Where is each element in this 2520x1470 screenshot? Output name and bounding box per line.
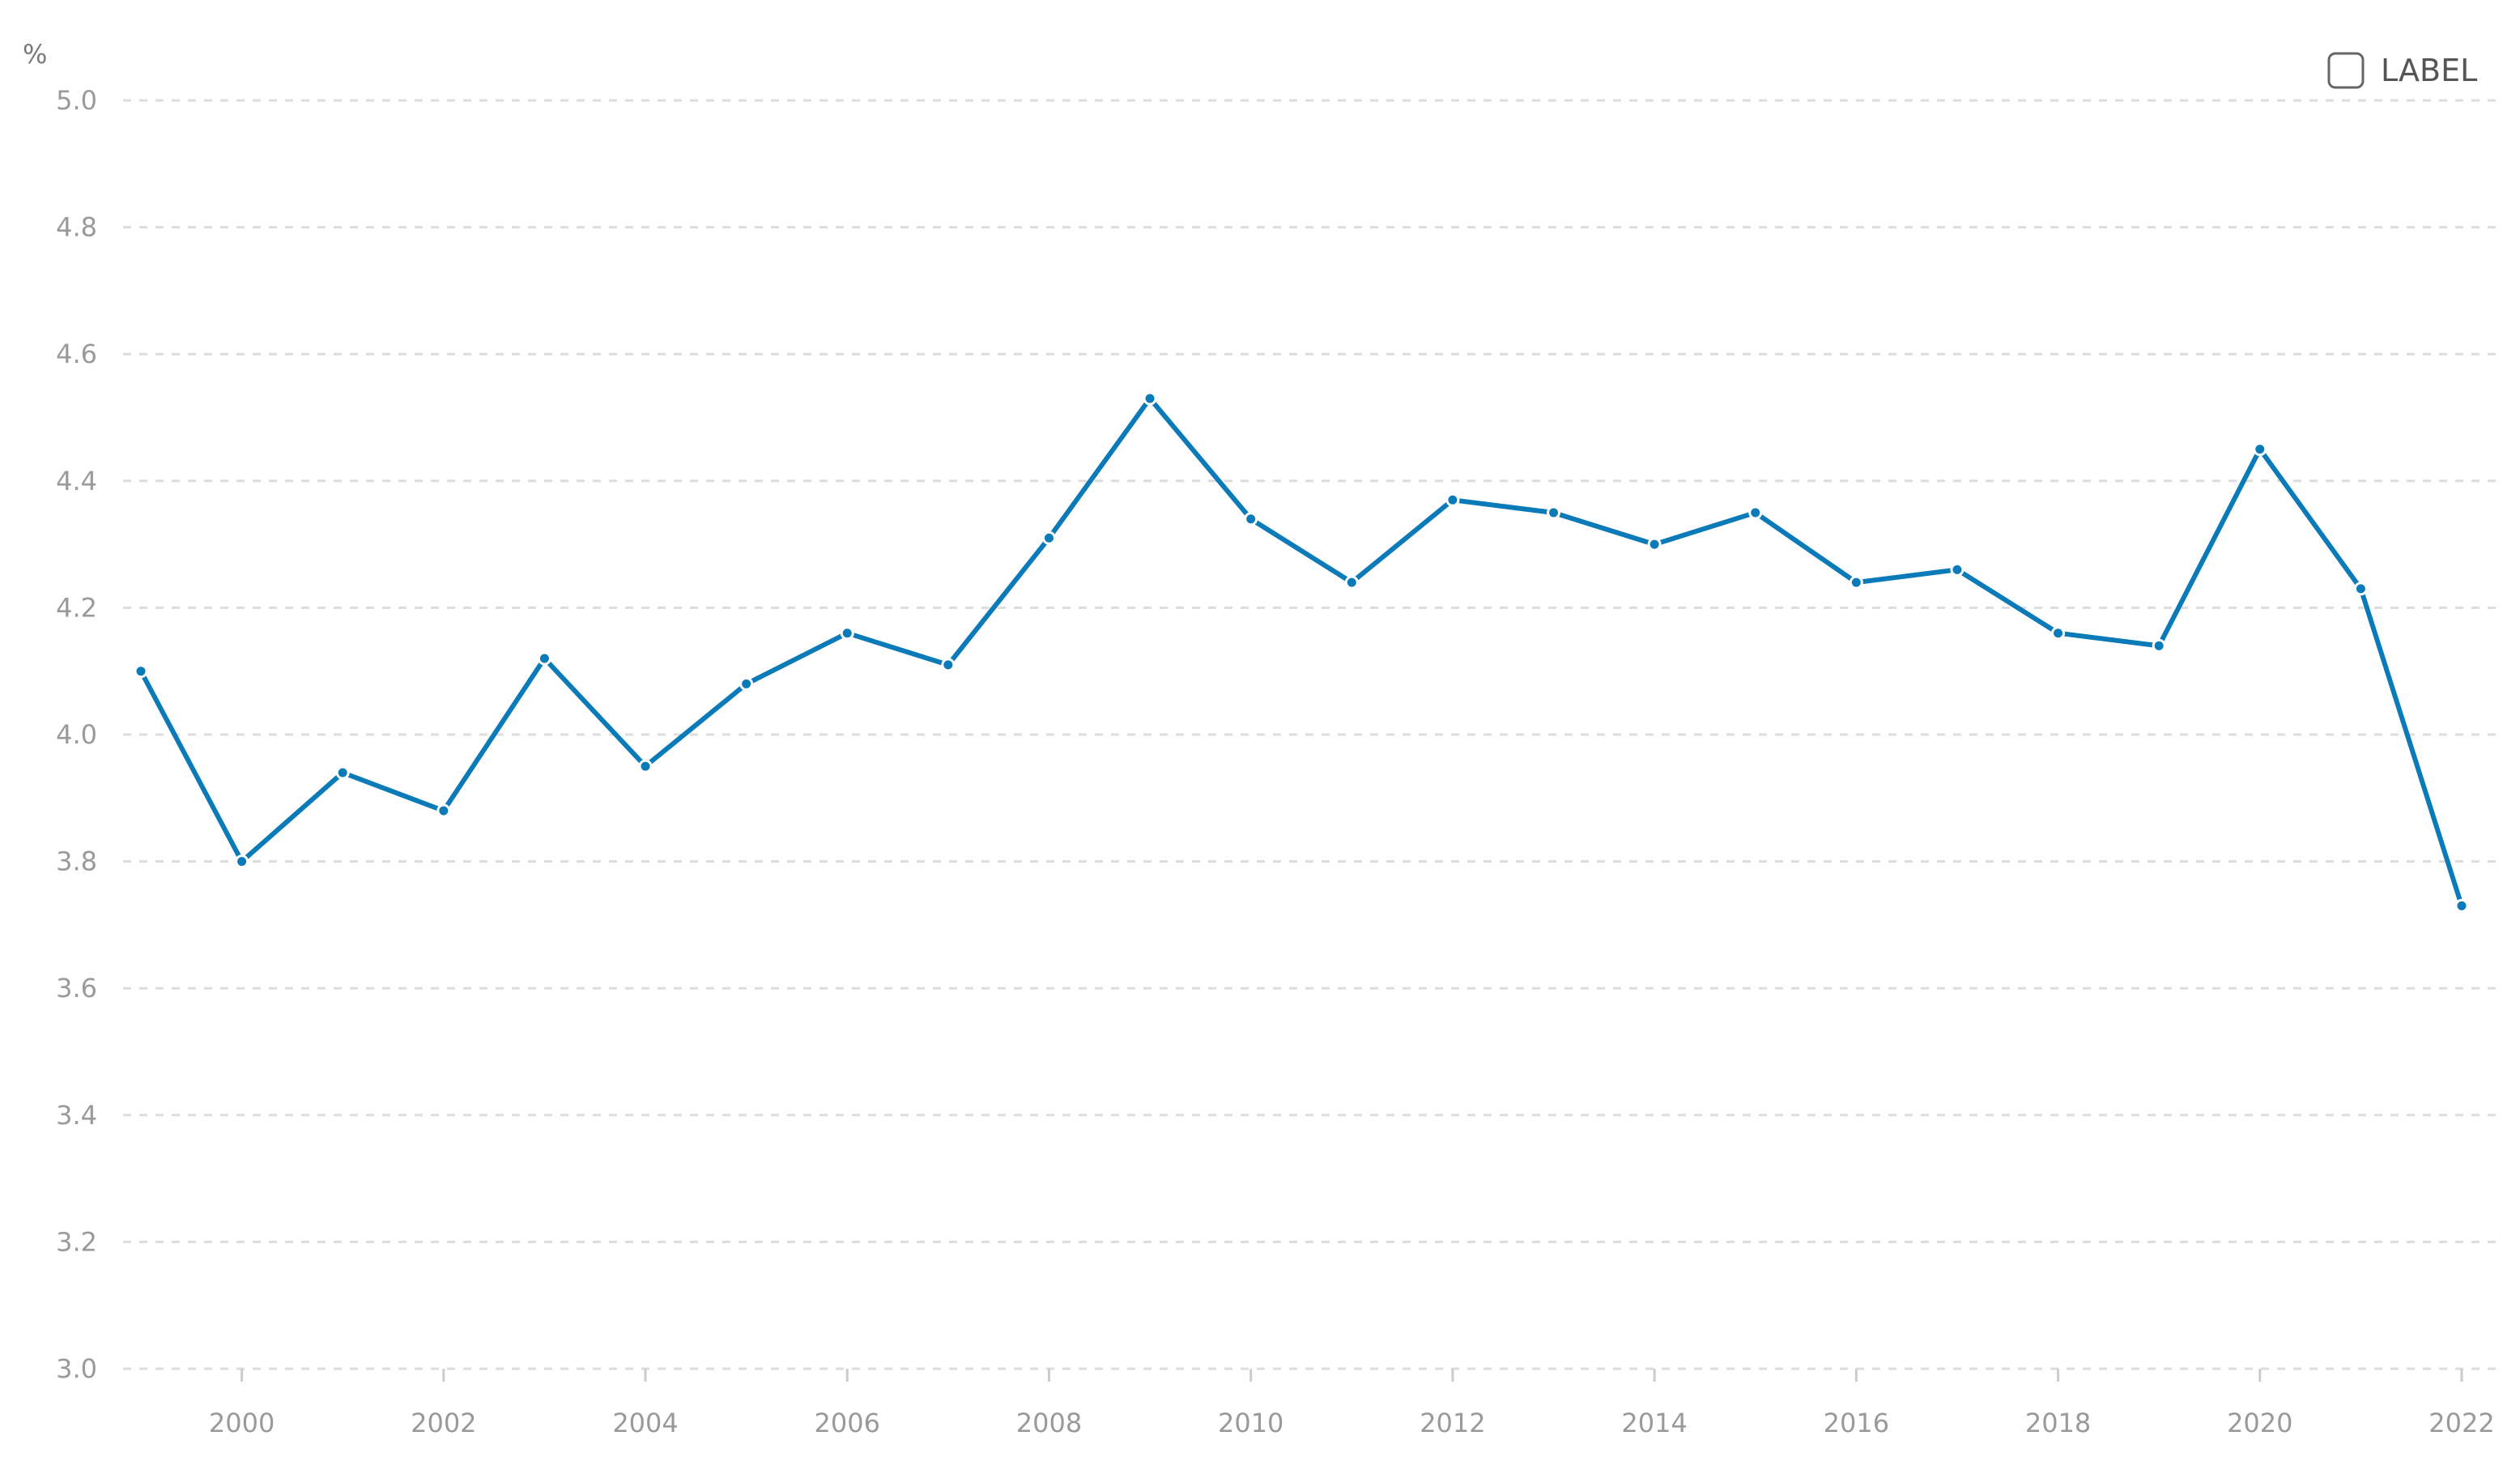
x-tick-label: 2014 — [1621, 1408, 1687, 1438]
y-tick-label: 3.4 — [56, 1100, 97, 1131]
x-axis-ticks: 2000 2002 2004 2006 2008 2010 2012 2014 2016 2018… — [209, 1369, 2495, 1438]
data-point-2012[interactable] — [1445, 492, 1460, 507]
x-tick-label: 2006 — [815, 1408, 880, 1438]
data-point-2018[interactable] — [2051, 626, 2066, 641]
data-point-2014[interactable] — [1647, 537, 1662, 552]
x-tick-label: 2018 — [2025, 1408, 2091, 1438]
legend-checkbox[interactable] — [2327, 52, 2365, 89]
data-point-2004[interactable] — [638, 759, 653, 773]
y-tick-label: 4.8 — [56, 212, 97, 243]
data-point-2005[interactable] — [739, 676, 754, 691]
data-point-1999[interactable] — [134, 664, 148, 679]
data-point-2022[interactable] — [2454, 898, 2469, 913]
data-point-2020[interactable] — [2253, 442, 2267, 457]
x-tick-label: 2002 — [411, 1408, 476, 1438]
data-point-2002[interactable] — [436, 803, 451, 818]
x-tick-label: 2016 — [1824, 1408, 1889, 1438]
data-point-2019[interactable] — [2152, 638, 2166, 653]
data-point-2000[interactable] — [235, 854, 249, 869]
y-tick-label: 3.6 — [56, 973, 97, 1003]
data-point-2015[interactable] — [1748, 505, 1763, 520]
data-point-2021[interactable] — [2353, 582, 2368, 596]
y-tick-label: 4.0 — [56, 719, 97, 750]
grid-lines — [123, 99, 2499, 1370]
y-tick-label: 5.0 — [56, 85, 97, 116]
legend-label: LABEL — [2381, 53, 2477, 88]
y-tick-label: 3.8 — [56, 846, 97, 877]
data-point-2010[interactable] — [1244, 512, 1258, 526]
data-point-2009[interactable] — [1143, 391, 1157, 406]
y-tick-label: 4.6 — [56, 339, 97, 369]
y-tick-label: 3.2 — [56, 1226, 97, 1257]
data-point-2011[interactable] — [1344, 575, 1359, 590]
x-tick-label: 2000 — [209, 1408, 275, 1438]
data-point-2013[interactable] — [1547, 505, 1561, 520]
data-point-2016[interactable] — [1849, 575, 1863, 590]
x-tick-label: 2022 — [2428, 1408, 2494, 1438]
data-point-2008[interactable] — [1041, 530, 1056, 545]
x-tick-label: 2008 — [1016, 1408, 1082, 1438]
x-tick-label: 2004 — [612, 1408, 678, 1438]
x-tick-label: 2010 — [1218, 1408, 1283, 1438]
data-point-2006[interactable] — [840, 626, 854, 641]
x-tick-label: 2012 — [1420, 1408, 1485, 1438]
y-axis-unit-label: % — [23, 39, 47, 70]
series-line — [138, 396, 2464, 909]
data-point-2007[interactable] — [941, 658, 956, 672]
y-tick-label: 3.0 — [56, 1353, 97, 1384]
data-point-2001[interactable] — [335, 765, 350, 780]
x-tick-label: 2020 — [2227, 1408, 2292, 1438]
y-tick-label: 4.4 — [56, 466, 97, 496]
series-layer — [134, 391, 2469, 913]
legend[interactable]: LABEL — [2327, 52, 2477, 89]
data-point-2017[interactable] — [1950, 562, 1964, 577]
data-point-2003[interactable] — [537, 651, 551, 666]
y-tick-label: 4.2 — [56, 592, 97, 623]
y-axis-ticks: 5.0 4.8 4.6 4.4 4.2 4.0 3.8 3.6 3.4 3.2 3.0 — [56, 85, 97, 1384]
